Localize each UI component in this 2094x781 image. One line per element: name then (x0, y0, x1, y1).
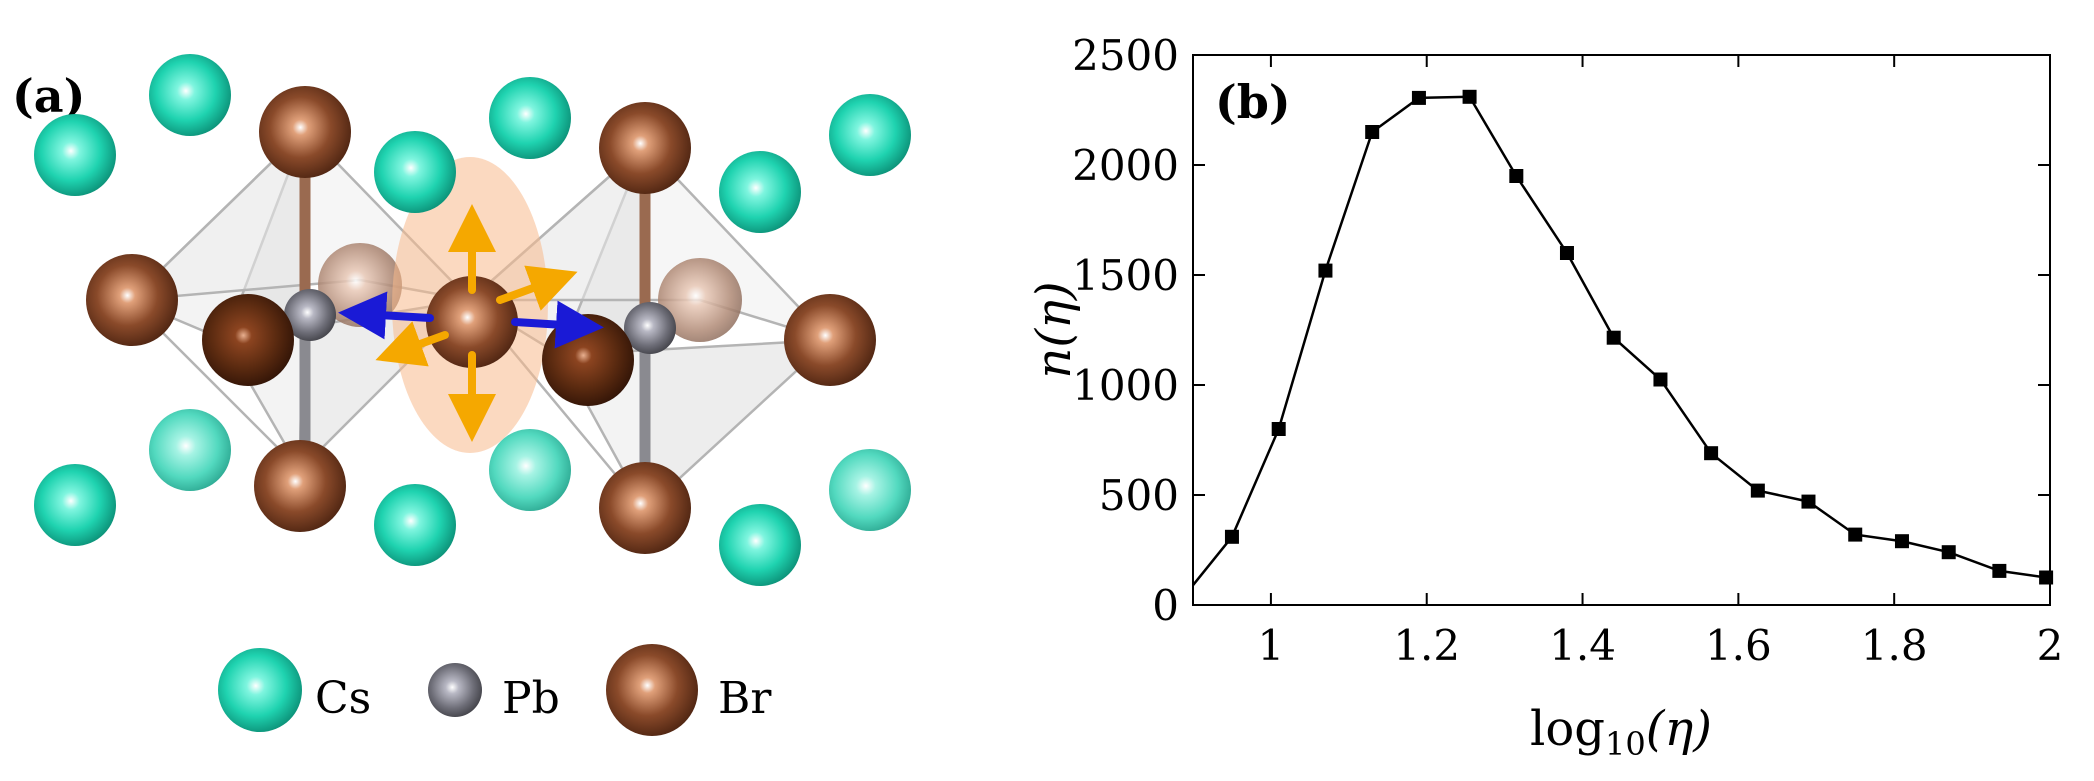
data-point (1559, 246, 1574, 260)
data-point (1941, 545, 1956, 560)
x-axis: 1 1.2 1.4 1.6 1.8 2 (1258, 55, 2064, 670)
data-point (1653, 372, 1668, 387)
cs-atom (719, 504, 801, 586)
data-point (1801, 494, 1816, 509)
data-point (1848, 527, 1863, 542)
panel-a-label: (a) (12, 69, 85, 123)
data-point (1992, 563, 2007, 578)
cs-atom (149, 409, 231, 491)
cs-atom (719, 151, 801, 233)
data-point (1271, 422, 1286, 436)
x-axis-label-sub: 10 (1605, 725, 1646, 763)
cs-atoms-front (34, 114, 801, 586)
displacement-arrows (338, 204, 604, 442)
atom-legend: Cs Pb Br (218, 644, 772, 736)
data-point (1462, 89, 1477, 104)
data-point (1894, 534, 1909, 549)
pb-atom (284, 289, 336, 341)
data-point (1224, 529, 1239, 544)
y-tick-label: 500 (1099, 471, 1179, 520)
x-tick-label: 2 (2037, 621, 2064, 670)
crystal-structure-panel: (a) (12, 54, 911, 736)
data-point (1411, 90, 1426, 105)
data-point (1704, 446, 1719, 461)
data-point (2039, 570, 2054, 585)
br-atom (202, 294, 294, 386)
br-legend-label: Br (718, 673, 772, 724)
x-tick-label: 1 (1258, 621, 1285, 670)
x-axis-label: log10(η) (1530, 701, 1712, 763)
cs-atom (489, 77, 571, 159)
y-tick-label: 1000 (1072, 361, 1179, 410)
y-axis-label: n(η) (1026, 281, 1082, 378)
cs-atom (34, 464, 116, 546)
br-atom (86, 254, 178, 346)
br-atom (599, 102, 691, 194)
br-atom (259, 86, 351, 178)
y-tick-label: 2500 (1072, 31, 1179, 80)
cs-atom (374, 484, 456, 566)
cs-atom (489, 429, 571, 511)
pb-legend-icon (428, 663, 482, 717)
x-tick-label: 1.2 (1393, 621, 1460, 670)
br-atom (599, 462, 691, 554)
x-axis-label-main: log (1530, 701, 1605, 757)
cs-atom (374, 131, 456, 213)
plot-frame (1192, 54, 2051, 606)
cs-atom (829, 449, 911, 531)
cs-atom (34, 114, 116, 196)
data-point (1318, 263, 1333, 278)
br-atom (658, 258, 742, 342)
cs-legend-label: Cs (315, 673, 371, 724)
panel-b-label: (b) (1215, 75, 1291, 129)
br-atom (784, 294, 876, 386)
x-tick-label: 1.6 (1705, 621, 1772, 670)
x-tick-label: 1.4 (1549, 621, 1616, 670)
y-tick-label: 0 (1152, 581, 1179, 630)
pb-legend-label: Pb (502, 673, 560, 724)
pb-atom (624, 302, 676, 354)
br-atom (254, 440, 346, 532)
data-point (1509, 169, 1524, 183)
data-point (1750, 483, 1765, 498)
data-series (1192, 89, 2054, 586)
x-tick-label: 1.8 (1861, 621, 1928, 670)
cs-atom (149, 54, 231, 136)
cs-atom (829, 94, 911, 176)
cs-legend-icon (218, 648, 302, 732)
data-point (1365, 125, 1380, 139)
y-tick-label: 2000 (1072, 141, 1179, 190)
cs-atoms-back (149, 54, 911, 531)
y-tick-label: 1500 (1072, 251, 1179, 300)
br-atom-central (426, 276, 518, 368)
y-axis: 0 500 1000 1500 2000 2500 (1072, 31, 2050, 630)
x-axis-label-arg: (η) (1646, 701, 1712, 757)
data-point (1606, 330, 1621, 345)
br-legend-icon (606, 644, 698, 736)
